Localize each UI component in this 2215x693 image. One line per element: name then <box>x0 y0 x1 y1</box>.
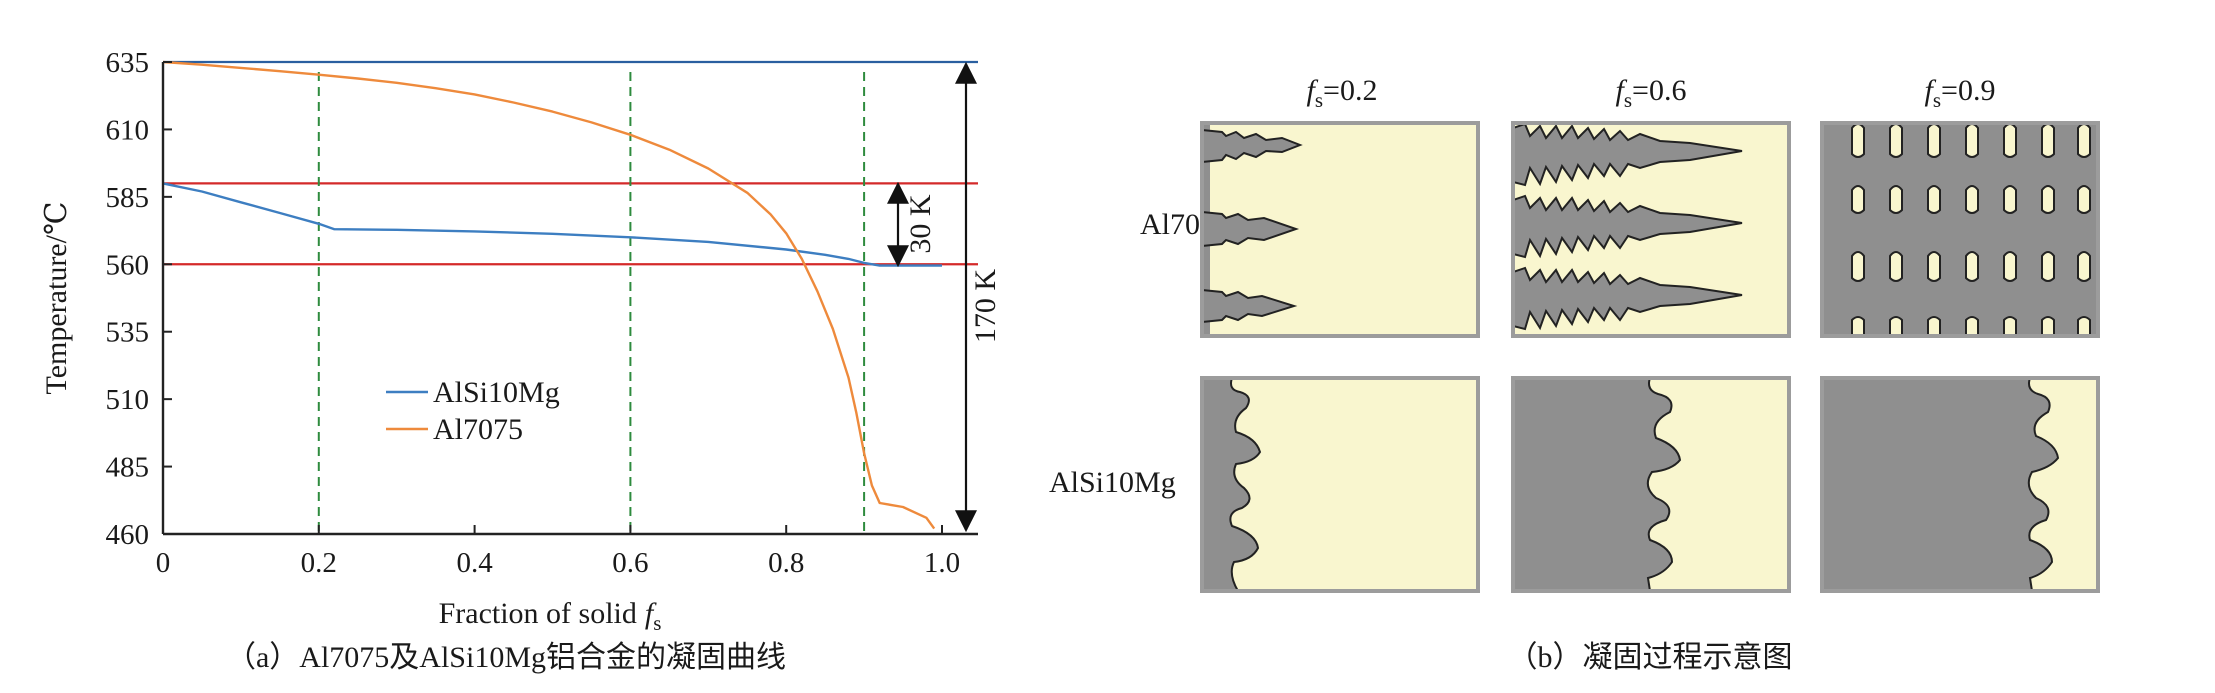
legend-label-alsi10mg: AlSi10Mg <box>433 376 560 409</box>
col-header-0-6: fs=0.6 <box>1616 74 1687 112</box>
caption-a: （a）Al7075及AlSi10Mg铝合金的凝固曲线 <box>226 641 786 674</box>
col-header-0-9: fs=0.9 <box>1925 74 1996 112</box>
y-tick-label: 560 <box>106 249 150 281</box>
plot-background-lines <box>163 60 978 534</box>
x-tick-label: 1.0 <box>924 547 960 579</box>
x-axis-title: Fraction of solid fs <box>439 597 662 635</box>
caption-b: （b）凝固过程示意图 <box>1508 641 1793 674</box>
y-tick-label: 535 <box>106 317 150 349</box>
axes <box>161 62 978 536</box>
col-header-0-2: fs=0.2 <box>1307 74 1378 112</box>
y-axis-title: Temperature/℃ <box>40 201 73 394</box>
y-tick-label: 460 <box>106 519 150 551</box>
label-30k: 30 K <box>904 194 937 254</box>
series-line-alsi10mg <box>162 182 942 267</box>
chart-a: 460 485 510 535 560 585 610 635 0 0.2 0.4 0.6 0.8 1.0… <box>40 47 1002 674</box>
panel-alsi10mg-fs-0-9 <box>1820 376 2100 593</box>
x-tick-label: 0.4 <box>456 547 493 579</box>
ticks: 460 485 510 535 560 585 610 635 0 0.2 0.4 0.6 0.8 1.0 <box>106 47 961 579</box>
legend: AlSi10Mg Al7075 <box>386 376 560 446</box>
panel-al7075-fs-0-2 <box>1200 121 1480 338</box>
y-tick-label: 635 <box>106 47 150 79</box>
annotation-30k: 30 K <box>887 181 937 268</box>
row-header-alsi10mg: AlSi10Mg <box>1049 466 1176 499</box>
y-tick-label: 485 <box>106 452 150 484</box>
series-line-al7075 <box>162 60 936 530</box>
annotation-170k: 170 K <box>955 61 1002 533</box>
y-tick-label: 585 <box>106 182 150 214</box>
y-tick-label: 510 <box>106 384 150 416</box>
panel-al7075-fs-0-6 <box>1511 121 1791 338</box>
x-tick-label: 0.8 <box>768 547 804 579</box>
y-tick-label: 610 <box>106 114 150 146</box>
x-tick-label: 0 <box>156 547 171 579</box>
panel-alsi10mg-fs-0-6 <box>1511 376 1791 593</box>
legend-label-al7075: Al7075 <box>433 413 523 446</box>
panel-al7075-fs-0-9 <box>1820 121 2100 338</box>
panel-alsi10mg-fs-0-2 <box>1200 376 1480 593</box>
x-tick-label: 0.6 <box>612 547 648 579</box>
series-group <box>162 60 942 530</box>
schematic-b: fs=0.2 fs=0.6 fs=0.9 Al7075 AlSi10Mg <box>1049 74 2100 674</box>
x-tick-label: 0.2 <box>301 547 337 579</box>
label-170k: 170 K <box>969 269 1002 344</box>
